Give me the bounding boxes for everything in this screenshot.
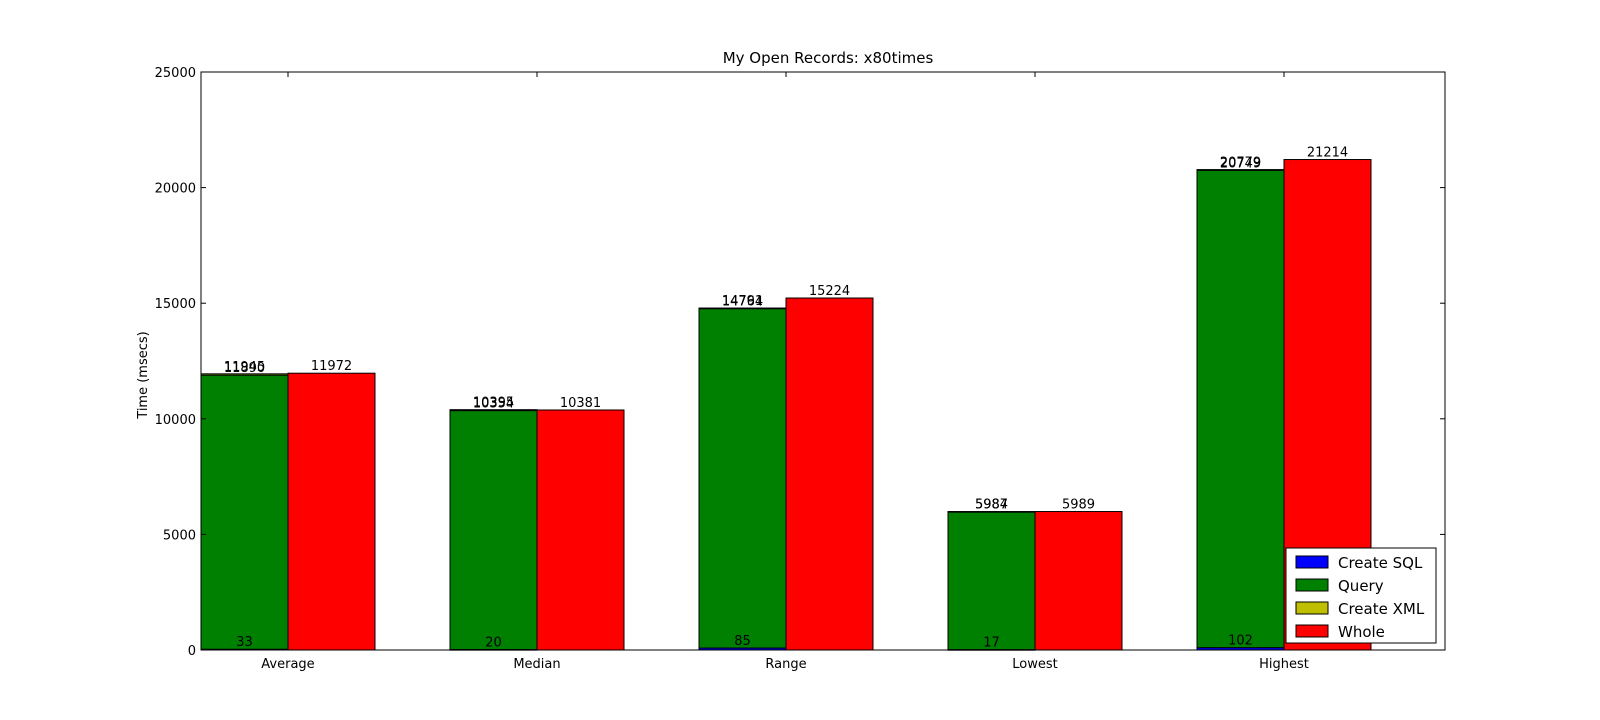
legend-swatch-create-sql xyxy=(1295,555,1329,569)
data-label-create-xml-highest: 20779 xyxy=(1220,156,1261,171)
data-label-whole-range: 15224 xyxy=(809,284,850,299)
x-tick-label: Highest xyxy=(1259,657,1309,672)
y-tick-label: 10000 xyxy=(155,413,196,428)
y-tick-label: 25000 xyxy=(155,66,196,81)
bars-group xyxy=(200,159,1372,651)
y-tick-label: 5000 xyxy=(163,528,196,543)
data-label-query-range: 14764 xyxy=(722,295,763,310)
bar-whole-lowest xyxy=(1034,511,1123,651)
data-label-create-xml-median: 10395 xyxy=(473,396,514,411)
bar-query-median xyxy=(449,410,538,651)
y-tick-label: 15000 xyxy=(155,297,196,312)
bar-query-range xyxy=(698,308,787,649)
bar-whole-median xyxy=(536,409,625,651)
y-tick-label: 20000 xyxy=(155,182,196,197)
chart-title: My Open Records: x80times xyxy=(723,49,934,67)
data-label-create-xml-average: 11945 xyxy=(224,360,265,375)
x-tick-label: Average xyxy=(261,657,314,672)
bar-query-lowest xyxy=(947,511,1036,651)
plot-frame xyxy=(200,71,1446,651)
data-label-create-xml-range: 14791 xyxy=(722,294,763,309)
data-label-create-sql-range: 85 xyxy=(734,634,751,649)
y-axis-label: Time (msecs) xyxy=(136,331,151,419)
legend-swatch-create-xml xyxy=(1295,601,1329,615)
data-label-whole-average: 11972 xyxy=(311,359,352,374)
legend-label-whole: Whole xyxy=(1338,623,1385,641)
y-axis-ticks: 0 5000 10000 15000 20000 25000 xyxy=(155,66,1445,659)
x-tick-label: Range xyxy=(765,657,806,672)
data-label-create-sql-highest: 102 xyxy=(1228,634,1253,649)
data-label-create-sql-average: 33 xyxy=(236,635,253,650)
legend-swatch-query xyxy=(1295,578,1329,592)
legend-label-query: Query xyxy=(1338,577,1384,595)
legend: Create SQL Query Create XML Whole xyxy=(1285,547,1437,644)
bar-whole-average xyxy=(287,372,376,651)
x-axis-ticks: Average Median Range Lowest Highest xyxy=(261,72,1309,672)
legend-swatch-whole xyxy=(1295,624,1329,638)
data-label-query-lowest: 5984 xyxy=(975,498,1008,513)
data-label-whole-median: 10381 xyxy=(560,396,601,411)
bar-whole-range xyxy=(785,297,874,651)
data-label-create-sql-median: 20 xyxy=(485,636,502,651)
data-label-create-xml-lowest: 5987 xyxy=(975,498,1008,513)
data-label-query-average: 11890 xyxy=(224,361,265,376)
data-label-create-sql-lowest: 17 xyxy=(983,636,1000,651)
x-tick-label: Median xyxy=(513,657,560,672)
legend-entries: Create SQL Query Create XML Whole xyxy=(1295,554,1425,641)
data-label-query-highest: 20749 xyxy=(1220,156,1261,171)
x-tick-label: Lowest xyxy=(1012,657,1057,672)
data-label-whole-highest: 21214 xyxy=(1307,146,1348,161)
data-label-query-median: 10354 xyxy=(473,397,514,412)
legend-label-create-xml: Create XML xyxy=(1338,600,1425,618)
bar-query-highest xyxy=(1196,169,1285,649)
y-tick-label: 0 xyxy=(188,644,196,659)
data-label-whole-lowest: 5989 xyxy=(1062,498,1095,513)
legend-label-create-sql: Create SQL xyxy=(1338,554,1423,572)
bar-query-average xyxy=(200,374,289,650)
